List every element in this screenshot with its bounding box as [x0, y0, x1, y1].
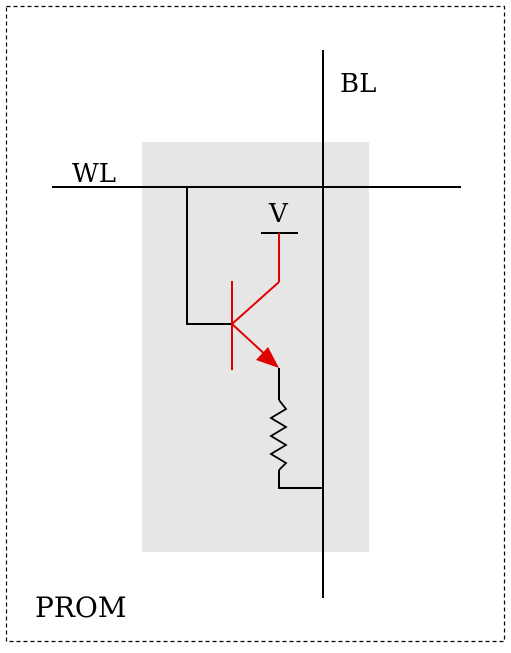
collector-diagonal	[231, 281, 280, 325]
word-line-to-base-wire	[186, 187, 232, 325]
bit-line-label: BL	[340, 69, 376, 99]
word-line-label: WL	[72, 159, 116, 189]
outer-dashed-border	[5, 5, 506, 643]
resistor-to-bit-line-wire	[278, 470, 323, 489]
resistor-zigzag	[269, 399, 288, 471]
supply-label: V	[268, 199, 289, 229]
frame-label: PROM	[35, 591, 127, 624]
bipolar-transistor	[231, 233, 280, 370]
emitter-arrow-icon	[256, 347, 279, 368]
